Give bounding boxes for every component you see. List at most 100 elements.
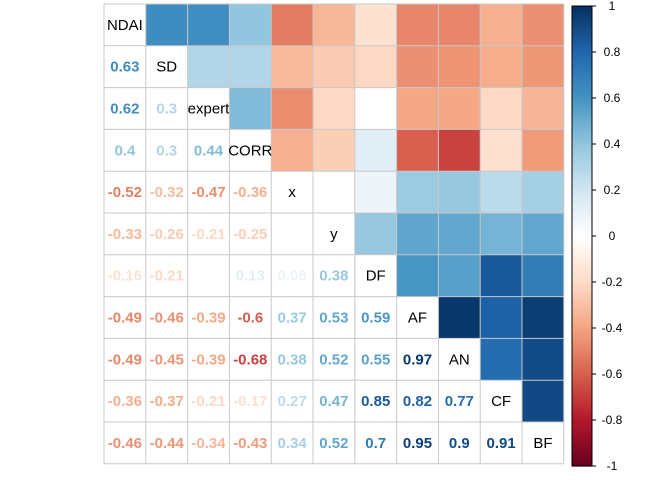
colorbar-step bbox=[572, 226, 592, 230]
colorbar-step bbox=[572, 19, 592, 23]
colorbar-step bbox=[572, 199, 592, 203]
colorbar-step bbox=[572, 109, 592, 113]
colorbar-step bbox=[572, 275, 592, 278]
colorbar-step bbox=[572, 70, 592, 74]
colorbar-step bbox=[572, 107, 592, 111]
corr-square-expert-x bbox=[271, 87, 313, 130]
colorbar-step bbox=[572, 118, 592, 122]
colorbar-step bbox=[572, 353, 592, 357]
variable-label-CORR: CORR bbox=[228, 142, 272, 159]
colorbar-step bbox=[572, 10, 592, 14]
colorbar-step bbox=[572, 52, 592, 55]
colorbar-step bbox=[572, 196, 592, 200]
colorbar-step bbox=[572, 330, 592, 334]
colorbar-step bbox=[572, 265, 592, 269]
colorbar-step bbox=[572, 298, 592, 301]
corr-square-CORR-AF bbox=[396, 129, 439, 172]
colorbar-tick-label: 0 bbox=[609, 229, 616, 243]
colorbar-step bbox=[572, 295, 592, 299]
corr-square-expert-DF bbox=[354, 87, 397, 130]
colorbar-step bbox=[572, 95, 592, 99]
corr-square-SD-CF bbox=[480, 45, 522, 88]
corr-value-CORR-SD: 0.3 bbox=[156, 142, 177, 159]
colorbar-step bbox=[572, 463, 592, 467]
corr-value-BF-SD: -0.44 bbox=[150, 435, 185, 452]
corr-value-CF-expert: -0.21 bbox=[191, 393, 225, 410]
corr-square-y-BF bbox=[522, 213, 564, 255]
corr-square-x-AF bbox=[396, 171, 439, 213]
colorbar-step bbox=[572, 438, 592, 442]
corr-value-DF-NDAI: -0.16 bbox=[108, 268, 142, 285]
colorbar-step bbox=[572, 201, 592, 205]
corr-value-y-SD: -0.26 bbox=[150, 226, 184, 243]
corr-value-AF-x: 0.37 bbox=[277, 310, 306, 327]
variable-label-AN: AN bbox=[449, 351, 470, 368]
colorbar-ticks: 1 0.8 0.6 0.4 0.2 0 -0.2 -0.4 -0.6 -0.8 -1 bbox=[592, 0, 623, 473]
corr-value-AF-y: 0.53 bbox=[319, 310, 348, 327]
colorbar-step bbox=[572, 219, 592, 223]
colorbar-step bbox=[572, 146, 592, 150]
corr-value-CF-x: 0.27 bbox=[277, 393, 306, 410]
corr-square-NDAI-CF bbox=[480, 4, 522, 46]
corr-square-x-BF bbox=[522, 171, 564, 213]
colorbar-step bbox=[572, 387, 592, 391]
colorbar-step bbox=[572, 268, 592, 272]
colorbar-step bbox=[572, 277, 592, 281]
corr-value-BF-DF: 0.7 bbox=[365, 435, 386, 452]
colorbar-step bbox=[572, 121, 592, 124]
colorbar-step bbox=[572, 125, 592, 129]
corr-value-SD-NDAI: 0.63 bbox=[110, 59, 139, 76]
colorbar-step bbox=[572, 263, 592, 267]
colorbar-step bbox=[572, 231, 592, 235]
colorbar-step bbox=[572, 408, 592, 412]
variable-label-NDAI: NDAI bbox=[107, 17, 143, 34]
colorbar-step bbox=[572, 410, 592, 414]
matrix-labels: NDAI 0.63 SD 0.62 0.3 expert 0.4 0.3 0.44 CORR -0.… bbox=[107, 17, 553, 452]
corr-square-NDAI-AN bbox=[438, 4, 481, 46]
colorbar-step bbox=[572, 24, 592, 28]
colorbar-step bbox=[572, 305, 592, 308]
colorbar-step bbox=[572, 302, 592, 306]
colorbar-step bbox=[572, 325, 592, 329]
colorbar-step bbox=[572, 167, 592, 170]
colorbar-step bbox=[572, 401, 592, 405]
colorbar-step bbox=[572, 321, 592, 324]
colorbar-tick-label: 0.2 bbox=[604, 183, 621, 197]
colorbar-step bbox=[572, 33, 592, 37]
corr-value-CF-AF: 0.82 bbox=[403, 393, 432, 410]
colorbar-step bbox=[572, 272, 592, 276]
colorbar-step bbox=[572, 279, 592, 283]
corr-square-CORR-y bbox=[313, 129, 355, 172]
colorbar-step bbox=[572, 238, 592, 242]
colorbar-step bbox=[572, 192, 592, 196]
corr-square-x-AN bbox=[438, 171, 481, 213]
colorbar-step bbox=[572, 351, 592, 354]
corr-square-SD-BF bbox=[522, 45, 564, 88]
corr-value-AN-NDAI: -0.49 bbox=[108, 351, 142, 368]
colorbar-step bbox=[572, 222, 592, 226]
colorbar-step bbox=[572, 31, 592, 35]
colorbar-step bbox=[572, 348, 592, 352]
colorbar-step bbox=[572, 61, 592, 65]
colorbar-step bbox=[572, 26, 592, 30]
colorbar-tick-label: 0.4 bbox=[604, 137, 621, 151]
corr-square-expert-CORR bbox=[229, 87, 272, 130]
colorbar-step bbox=[572, 49, 592, 53]
colorbar-step bbox=[572, 150, 592, 154]
colorbar-step bbox=[572, 378, 592, 382]
variable-label-CF: CF bbox=[491, 393, 511, 410]
colorbar-step bbox=[572, 270, 592, 274]
colorbar-step bbox=[572, 339, 592, 343]
colorbar-step bbox=[572, 259, 592, 262]
corr-value-y-x: 0 bbox=[288, 226, 296, 243]
corr-square-expert-BF bbox=[522, 87, 564, 130]
colorbar-step bbox=[572, 132, 592, 136]
colorbar-tick-label: -0.6 bbox=[602, 367, 623, 381]
corr-value-expert-SD: 0.3 bbox=[156, 101, 177, 118]
corr-square-NDAI-x bbox=[271, 4, 313, 46]
corr-square-NDAI-DF bbox=[354, 4, 397, 46]
matrix-grid bbox=[103, 3, 565, 465]
corr-value-CF-DF: 0.85 bbox=[361, 393, 390, 410]
corr-value-x-expert: -0.47 bbox=[191, 184, 225, 201]
